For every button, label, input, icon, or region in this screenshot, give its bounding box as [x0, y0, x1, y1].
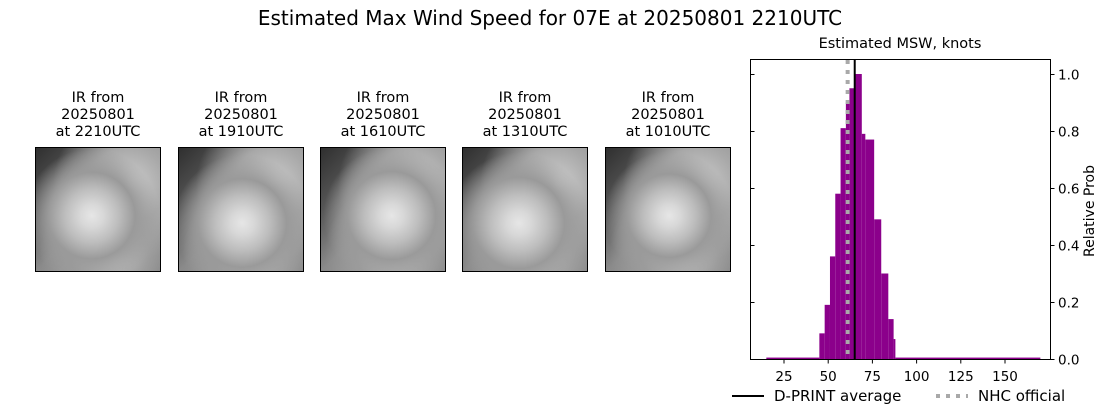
x-tick-label: 150: [992, 369, 1018, 385]
y-axis-label: Relative Prob: [1082, 165, 1098, 257]
ir-panel-title: IR from 20250801 at 2210UTC: [15, 90, 181, 141]
ir-panel-title: IR from 20250801 at 1310UTC: [442, 90, 608, 141]
panel-line-1: IR from: [214, 90, 268, 106]
histogram-bar: [835, 193, 841, 359]
y-tick-label: 0.2: [1058, 296, 1079, 312]
ir-panel-title: IR from 20250801 at 1610UTC: [300, 90, 466, 141]
histogram-bar: [874, 219, 882, 359]
panel-line-3: at 2210UTC: [55, 124, 141, 140]
panel-line-1: IR from: [498, 90, 552, 106]
x-tick-label: 50: [820, 369, 837, 385]
panel-line-2: 20250801: [61, 107, 135, 123]
histogram-bar: [819, 333, 825, 359]
histogram-bar: [888, 319, 894, 359]
x-tick-label: 125: [948, 369, 974, 385]
y-tick-label: 0.8: [1058, 125, 1079, 141]
histogram-bar: [895, 357, 1041, 359]
y-tick-label: 1.0: [1058, 68, 1079, 84]
y-tick-label: 0.4: [1058, 239, 1079, 255]
ir-satellite-image: [35, 147, 161, 272]
ir-satellite-image: [320, 147, 446, 272]
panel-line-3: at 1610UTC: [340, 124, 426, 140]
panel-line-2: 20250801: [631, 107, 705, 123]
panel-line-2: 20250801: [488, 107, 562, 123]
panel-line-1: IR from: [356, 90, 410, 106]
plot-frame: [750, 59, 1051, 360]
panel-line-3: at 1010UTC: [625, 124, 711, 140]
y-axis-ticks: 0.0 0.2 0.4 0.6 0.8 1.0: [750, 68, 1079, 369]
figure-title: Estimated Max Wind Speed for 07E at 2025…: [257, 6, 843, 30]
histogram-bars: [766, 74, 1041, 359]
x-tick-label: 25: [775, 369, 792, 385]
histogram-bar: [861, 133, 866, 359]
legend-dprint-label: D-PRINT average: [774, 387, 902, 405]
y-tick-label: 0.0: [1058, 353, 1079, 369]
histogram-bar: [849, 88, 855, 359]
x-axis-ticks: 25 50 75 100 125 150: [775, 359, 1018, 385]
x-tick-label: 75: [864, 369, 881, 385]
panel-line-3: at 1910UTC: [198, 124, 284, 140]
histogram-bar: [824, 304, 830, 359]
panel-line-1: IR from: [641, 90, 695, 106]
panel-line-1: IR from: [71, 90, 125, 106]
ir-panel-title: IR from 20250801 at 1010UTC: [585, 90, 751, 141]
ir-panel-title: IR from 20250801 at 1910UTC: [158, 90, 324, 141]
ir-satellite-image: [462, 147, 588, 272]
chart-title: Estimated MSW, knots: [818, 36, 982, 52]
histogram-bar: [845, 102, 850, 359]
panel-line-2: 20250801: [204, 107, 278, 123]
histogram-bar: [840, 128, 846, 359]
panel-line-2: 20250801: [346, 107, 420, 123]
ir-satellite-image: [178, 147, 304, 272]
legend-nhc-label: NHC official: [978, 387, 1066, 405]
histogram-bar: [865, 139, 875, 359]
y-tick-label: 0.6: [1058, 182, 1079, 198]
histogram-bar: [829, 256, 836, 359]
histogram-bar: [766, 357, 820, 359]
x-tick-label: 100: [904, 369, 930, 385]
histogram-bar: [854, 74, 862, 359]
panel-line-3: at 1310UTC: [482, 124, 568, 140]
histogram-bar: [893, 339, 896, 359]
ir-satellite-image: [605, 147, 731, 272]
histogram-bar: [881, 273, 889, 359]
